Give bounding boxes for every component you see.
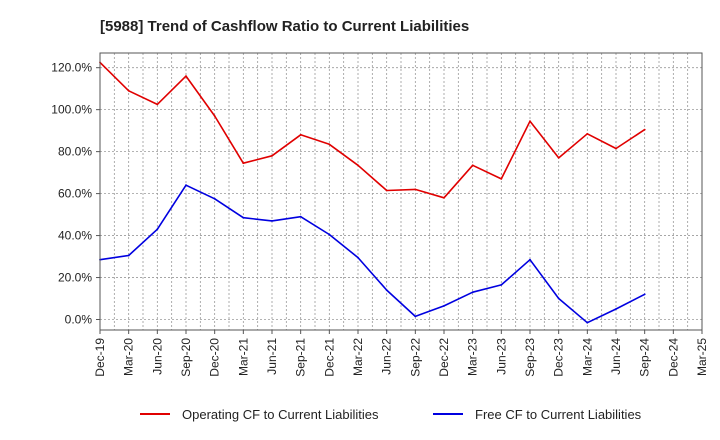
y-tick-label: 80.0%: [58, 145, 92, 159]
data-point: [586, 132, 589, 135]
data-point: [615, 147, 617, 150]
data-point: [299, 215, 302, 218]
x-tick-label: Sep-24: [638, 338, 652, 377]
y-tick-label: 120.0%: [51, 61, 92, 75]
x-tick-label: Jun-20: [150, 338, 164, 375]
x-tick-label: Dec-20: [208, 338, 222, 377]
data-point: [414, 315, 417, 318]
data-point: [357, 164, 359, 167]
x-tick-label: Sep-20: [179, 338, 193, 377]
data-point: [271, 220, 273, 222]
data-point: [271, 154, 273, 157]
x-tick-label: Dec-24: [666, 338, 680, 377]
series-lines: [99, 61, 646, 324]
x-tick-label: Dec-22: [437, 338, 451, 377]
x-tick-label: Mar-22: [351, 338, 365, 376]
x-tick-label: Sep-21: [294, 338, 308, 377]
x-tick-label: Jun-22: [380, 338, 394, 375]
data-point: [127, 89, 130, 92]
data-point: [127, 254, 130, 257]
data-point: [299, 133, 302, 136]
data-point: [586, 321, 589, 324]
x-tick-label: Mar-20: [122, 338, 136, 376]
x-tick-label: Dec-21: [322, 338, 336, 377]
data-point: [529, 120, 531, 123]
x-tick-label: Mar-23: [466, 338, 480, 376]
data-point: [557, 157, 560, 159]
data-point: [500, 284, 503, 286]
x-tick-label: Jun-23: [494, 338, 508, 375]
data-point: [185, 184, 187, 187]
chart-title: [5988] Trend of Cashflow Ratio to Curren…: [100, 18, 469, 35]
data-point: [357, 256, 359, 259]
data-point: [242, 216, 245, 219]
y-axis: 0.0% 20.0% 40.0% 60.0% 80.0% 100.0% 120.0%: [51, 61, 100, 327]
data-point: [443, 196, 445, 199]
data-point: [500, 178, 503, 180]
y-tick-label: 40.0%: [58, 229, 92, 243]
data-point: [443, 305, 445, 307]
x-tick-label: Jun-21: [265, 338, 279, 375]
legend-label: Free CF to Current Liabilities: [475, 407, 642, 422]
data-point: [557, 297, 560, 300]
series-line-0: [99, 61, 646, 199]
x-tick-label: Dec-23: [552, 338, 566, 377]
y-tick-label: 20.0%: [58, 271, 92, 285]
x-tick-label: Mar-24: [580, 338, 594, 376]
data-point: [213, 197, 216, 200]
x-tick-label: Sep-22: [408, 338, 422, 377]
data-point: [156, 228, 159, 231]
x-tick-label: Dec-19: [93, 338, 107, 377]
data-point: [385, 289, 388, 291]
x-axis: Dec-19 Mar-20 Jun-20 Sep-20 Dec-20 Mar-21 Jun-…: [93, 330, 709, 377]
data-point: [471, 291, 474, 294]
data-point: [471, 164, 474, 167]
plot-area-border: [99, 52, 703, 331]
data-point: [643, 293, 646, 296]
data-point: [328, 233, 331, 236]
data-point: [643, 128, 646, 131]
x-tick-label: Mar-21: [236, 338, 250, 376]
data-point: [213, 115, 216, 117]
data-point: [328, 143, 331, 146]
legend: Operating CF to Current Liabilities Free …: [140, 407, 642, 422]
series-line-1: [99, 184, 646, 324]
x-tick-label: Mar-25: [695, 338, 709, 376]
legend-label: Operating CF to Current Liabilities: [182, 407, 379, 422]
y-tick-label: 0.0%: [65, 313, 93, 327]
data-point: [156, 103, 159, 106]
x-tick-label: Jun-24: [609, 338, 623, 375]
data-point: [414, 188, 417, 191]
grid: [100, 53, 702, 330]
data-point: [529, 258, 531, 261]
data-point: [385, 189, 388, 192]
y-tick-label: 100.0%: [51, 103, 92, 117]
data-point: [185, 75, 187, 77]
y-tick-label: 60.0%: [58, 187, 92, 201]
data-point: [615, 308, 617, 310]
x-tick-label: Sep-23: [523, 338, 537, 377]
data-point: [242, 162, 245, 165]
